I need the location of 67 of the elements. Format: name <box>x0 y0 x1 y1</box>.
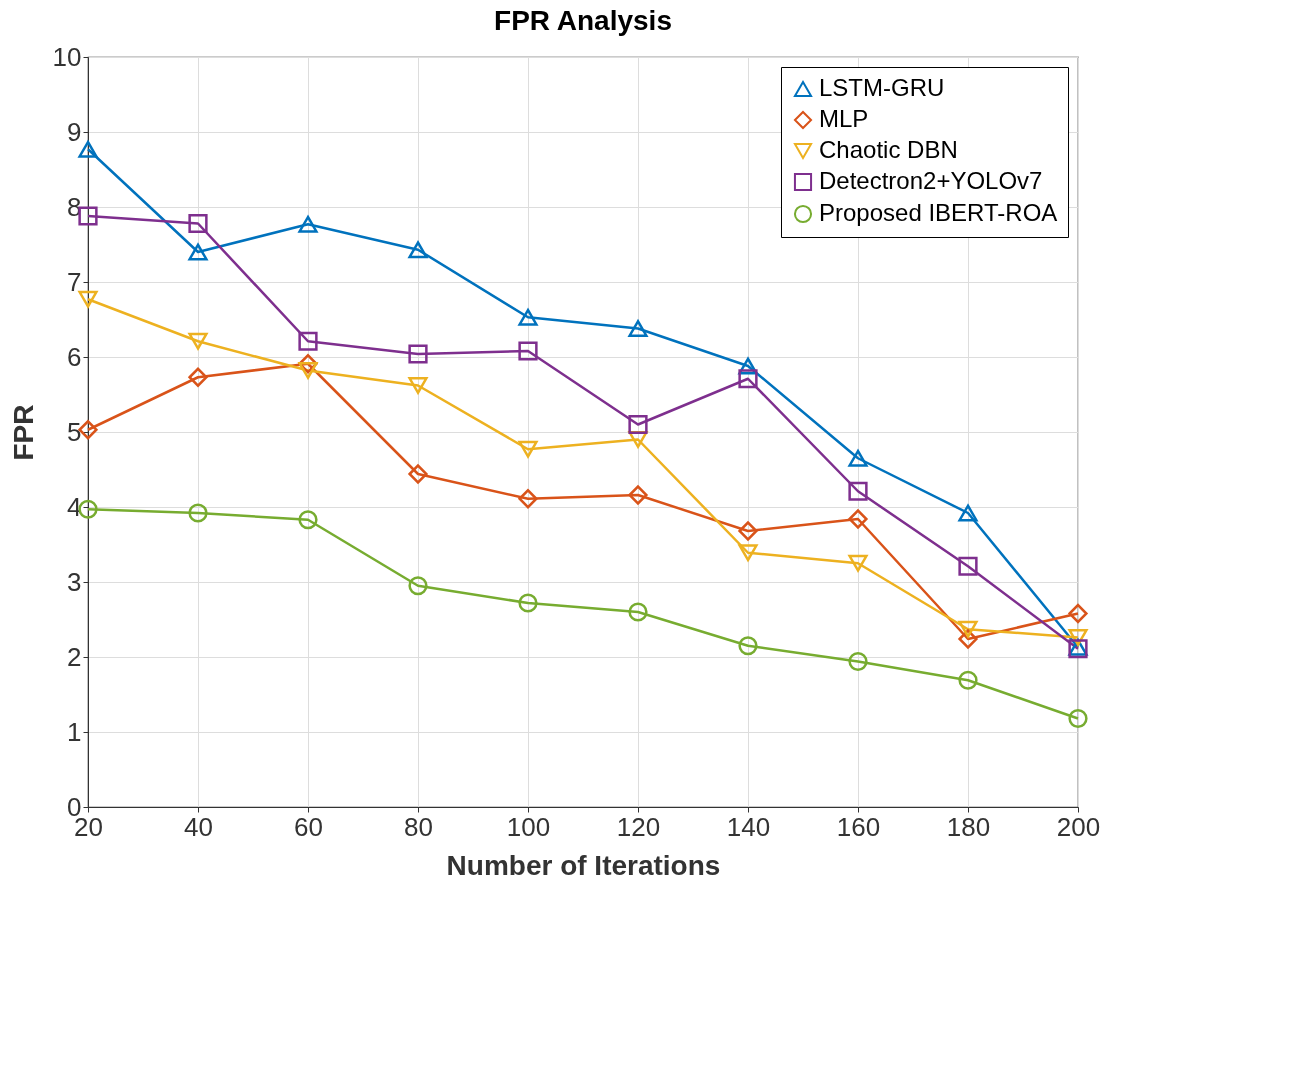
point <box>298 215 318 233</box>
point <box>188 503 208 523</box>
y-tick-label: 10 <box>52 41 82 72</box>
point <box>518 593 538 613</box>
point <box>848 651 868 672</box>
point <box>188 367 208 387</box>
point <box>628 602 648 622</box>
x-tick-label: 120 <box>616 811 661 842</box>
y-tick-label: 5 <box>67 416 82 447</box>
x-axis-title: Number of Iterations <box>446 849 721 881</box>
point <box>298 331 318 351</box>
point <box>848 449 868 467</box>
point <box>518 489 538 509</box>
x-tick-label: 140 <box>726 811 771 842</box>
x-tick-label: 80 <box>404 811 433 842</box>
x-tick-label: 180 <box>946 811 991 842</box>
point <box>738 636 758 656</box>
x-tick-label: 160 <box>836 811 881 842</box>
point <box>848 554 868 572</box>
legend-label: Chaotic DBN <box>819 136 958 163</box>
y-tick-label: 6 <box>67 341 82 372</box>
point <box>518 308 538 326</box>
point <box>848 481 868 501</box>
point <box>78 140 98 158</box>
point <box>738 544 758 562</box>
point <box>958 620 978 638</box>
y-axis-title: FPR <box>7 404 39 461</box>
point <box>78 499 98 519</box>
point <box>298 362 318 379</box>
x-tick-label: 40 <box>184 811 213 842</box>
y-tick-label: 2 <box>67 641 82 672</box>
point <box>958 504 978 522</box>
y-tick-label: 4 <box>67 491 82 522</box>
point <box>188 213 208 234</box>
y-tick-label: 1 <box>67 716 82 747</box>
legend-label: Detectron2+YOLOv7 <box>819 167 1043 194</box>
point <box>628 320 648 337</box>
point <box>188 332 208 350</box>
point <box>628 485 648 505</box>
point <box>848 509 868 529</box>
chart-title: FPR Analysis <box>494 5 672 36</box>
point <box>738 521 758 541</box>
point <box>408 576 428 596</box>
point <box>518 341 538 361</box>
point <box>408 344 428 364</box>
x-tick-label: 200 <box>1056 811 1101 842</box>
point <box>188 243 208 261</box>
x-tick-label: 60 <box>294 811 323 842</box>
point <box>408 241 428 259</box>
point <box>408 464 428 484</box>
point <box>78 290 98 308</box>
x-tick-label: 100 <box>506 811 551 842</box>
point <box>1068 708 1088 729</box>
y-tick-label: 7 <box>67 266 82 297</box>
y-tick-label: 3 <box>67 566 82 597</box>
point <box>298 510 318 530</box>
y-tick-label: 9 <box>67 116 82 147</box>
legend-label: LSTM-GRU <box>819 74 945 101</box>
point <box>738 369 758 389</box>
point <box>1068 603 1088 624</box>
point <box>958 556 978 576</box>
point <box>518 440 538 458</box>
point <box>958 670 978 690</box>
point <box>408 377 428 394</box>
legend-label: MLP <box>819 105 869 132</box>
legend-label: Proposed IBERT-ROA <box>819 199 1058 226</box>
point <box>628 414 648 435</box>
